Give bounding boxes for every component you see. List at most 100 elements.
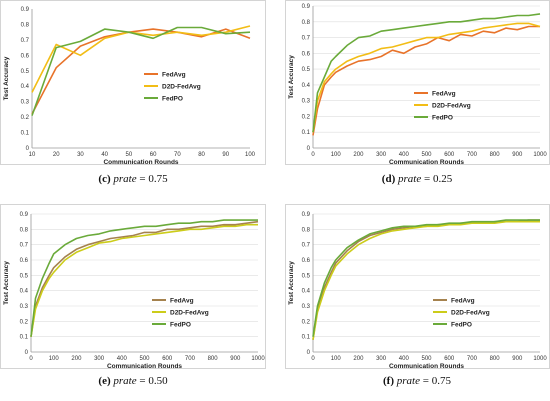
x-tick-label: 200 xyxy=(353,356,364,362)
y-tick-label: 0.1 xyxy=(20,335,29,341)
y-tick-label: 0.2 xyxy=(20,319,29,325)
x-tick-label: 700 xyxy=(467,152,478,158)
y-tick-label: 0 xyxy=(307,350,311,356)
x-tick-label: 90 xyxy=(222,152,229,158)
x-tick-label: 100 xyxy=(49,356,60,362)
chart-panel-2: 0 0.1 0.2 0.3 0.4 0.5 0.6 0.7 0.8 0.9 0 100 200 300 40… xyxy=(285,0,550,185)
x-tick-label: 300 xyxy=(376,152,387,158)
y-tick-label: 0.7 xyxy=(20,243,29,249)
y-tick-label: 0.5 xyxy=(21,69,30,75)
y-tick-label: 0.9 xyxy=(20,212,29,218)
caption-variable: prate xyxy=(397,173,424,185)
y-tick-label: 0.3 xyxy=(20,304,29,310)
x-tick-label: 200 xyxy=(353,152,364,158)
x-tick-label: 60 xyxy=(150,152,157,158)
chart-panel-1: 0 0.1 0.2 0.3 0.4 0.5 0.6 0.7 0.8 0.9 10 20 30 40 50 60… xyxy=(0,0,266,185)
x-tick-label: 400 xyxy=(117,356,128,362)
x-tick-label: 900 xyxy=(230,356,241,362)
series-line-d2d-fedavg xyxy=(30,223,258,337)
series-line-fedpo xyxy=(312,13,541,133)
x-axis-label: Communication Rounds xyxy=(389,159,464,166)
y-tick-label: 0.2 xyxy=(21,115,30,121)
y-tick-label: 0.8 xyxy=(302,20,311,26)
legend-label: FedAvg xyxy=(432,90,456,97)
x-tick-label: 1000 xyxy=(533,152,547,158)
y-tick-label: 0.5 xyxy=(302,67,311,73)
y-axis-label: Test Accuracy xyxy=(3,261,10,305)
y-tick-label: 0.4 xyxy=(302,289,311,295)
x-tick-label: 70 xyxy=(174,152,181,158)
y-tick-label: 0.6 xyxy=(21,53,30,59)
panel-caption: (c) prate = 0.75 xyxy=(98,173,168,185)
x-tick-label: 0 xyxy=(29,356,33,362)
caption-variable: prate xyxy=(396,375,423,387)
y-tick-label: 0 xyxy=(25,350,29,356)
y-tick-label: 0.2 xyxy=(302,319,311,325)
x-tick-label: 500 xyxy=(421,152,432,158)
legend-label: FedAvg xyxy=(170,297,194,304)
y-tick-label: 0.6 xyxy=(20,258,29,264)
y-tick-label: 0.3 xyxy=(21,100,30,106)
x-tick-label: 800 xyxy=(490,152,501,158)
y-tick-label: 0.3 xyxy=(302,99,311,105)
y-tick-label: 0 xyxy=(26,146,30,152)
x-tick-label: 700 xyxy=(185,356,196,362)
caption-letter: (d) xyxy=(382,173,398,185)
y-axis-label: Test Accuracy xyxy=(288,55,295,99)
y-tick-label: 0.9 xyxy=(302,212,311,218)
caption-variable: prate xyxy=(112,375,139,387)
x-axis-label: Communication Rounds xyxy=(107,363,182,370)
x-tick-label: 30 xyxy=(77,152,84,158)
x-axis-label: Communication Rounds xyxy=(389,363,464,370)
legend-label: D2D-FedAvg xyxy=(432,102,471,109)
x-tick-label: 900 xyxy=(512,152,523,158)
chart-panel-3: 0 0.1 0.2 0.3 0.4 0.5 0.6 0.7 0.8 0.9 0 100 200 300 40… xyxy=(0,204,266,387)
chart-frame xyxy=(285,204,550,369)
legend-label: FedPO xyxy=(162,95,183,102)
x-tick-label: 1000 xyxy=(251,356,265,362)
x-tick-label: 0 xyxy=(311,152,315,158)
series-line-d2d-fedavg xyxy=(31,25,251,93)
y-tick-label: 0.9 xyxy=(21,7,30,13)
y-tick-label: 0.8 xyxy=(20,227,29,233)
chart-panel-4: 0 0.1 0.2 0.3 0.4 0.5 0.6 0.7 0.8 0.9 0 100 200 300 40… xyxy=(285,204,550,387)
panel-caption: (d) prate = 0.25 xyxy=(382,173,453,185)
y-tick-label: 0.4 xyxy=(20,289,29,295)
x-tick-label: 600 xyxy=(162,356,173,362)
y-tick-label: 0.6 xyxy=(302,51,311,57)
series-line-fedavg xyxy=(312,25,540,136)
x-tick-label: 800 xyxy=(490,356,501,362)
x-tick-label: 20 xyxy=(53,152,60,158)
x-axis-label: Communication Rounds xyxy=(103,159,178,166)
caption-value: = 0.50 xyxy=(139,375,168,387)
y-tick-label: 0.7 xyxy=(302,243,311,249)
caption-letter: (c) xyxy=(98,173,113,185)
series-line-fedpo xyxy=(30,219,258,337)
x-tick-label: 600 xyxy=(444,356,455,362)
y-tick-label: 0.1 xyxy=(302,130,311,136)
y-tick-label: 0.2 xyxy=(302,114,311,120)
x-tick-label: 400 xyxy=(399,152,410,158)
y-tick-label: 0.4 xyxy=(21,84,30,90)
x-tick-label: 40 xyxy=(101,152,108,158)
caption-value: = 0.75 xyxy=(139,173,168,185)
x-tick-label: 200 xyxy=(71,356,82,362)
x-tick-label: 10 xyxy=(29,152,36,158)
caption-letter: (e) xyxy=(98,375,113,387)
y-tick-label: 0.8 xyxy=(302,227,311,233)
panel-caption: (f) prate = 0.75 xyxy=(383,375,451,387)
y-tick-label: 0.5 xyxy=(20,273,29,279)
legend-label: FedAvg xyxy=(162,71,186,78)
x-tick-label: 0 xyxy=(311,356,315,362)
x-tick-label: 300 xyxy=(94,356,105,362)
series-line-fedavg xyxy=(30,220,259,337)
y-tick-label: 0.8 xyxy=(21,22,30,28)
x-tick-label: 100 xyxy=(331,356,342,362)
y-tick-label: 0.6 xyxy=(302,258,311,264)
y-tick-label: 0.1 xyxy=(302,335,311,341)
legend-label: FedPO xyxy=(170,321,191,328)
x-tick-label: 800 xyxy=(208,356,219,362)
y-tick-label: 0.4 xyxy=(302,83,311,89)
legend-label: FedPO xyxy=(432,114,453,121)
